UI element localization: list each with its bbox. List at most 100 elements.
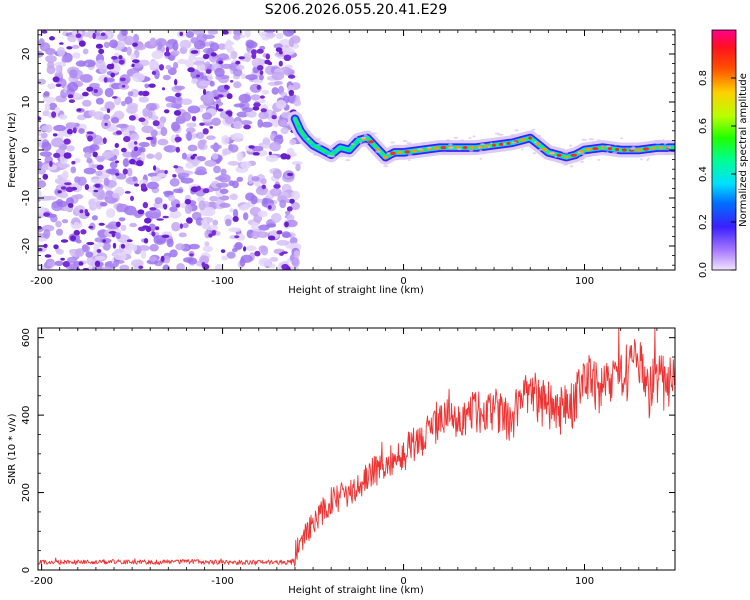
ridge-peak [469, 146, 475, 150]
x-tick-label: 0 [400, 276, 406, 287]
noise-blob [140, 250, 147, 259]
ridge-speck [448, 146, 455, 149]
noise-blob-strong [243, 124, 251, 130]
noise-blob-strong [159, 64, 164, 71]
noise-blob-strong [131, 63, 135, 68]
noise-blob [229, 62, 240, 71]
noise-blob-strong [121, 84, 126, 88]
ridge-peak [635, 148, 643, 152]
ridge-speck [620, 137, 623, 140]
noise-blob-strong [57, 190, 62, 194]
noise-blob-strong [211, 230, 216, 236]
noise-blob [209, 80, 215, 87]
noise-blob [186, 122, 197, 128]
noise-blob [74, 194, 84, 200]
noise-blob [123, 35, 135, 46]
noise-blob [187, 105, 201, 114]
y-tick-label: -10 [21, 190, 32, 206]
ridge-speck [350, 143, 355, 146]
noise-blob-strong [273, 184, 281, 189]
ridge-peak [564, 155, 569, 159]
ridge-speck [306, 137, 310, 140]
noise-blob [233, 34, 241, 40]
noise-blob-strong [213, 96, 219, 100]
noise-blob [57, 163, 70, 169]
noise-blob-strong [124, 191, 131, 194]
noise-blob-strong [84, 209, 89, 214]
noise-blob [137, 245, 150, 252]
noise-blob-strong [111, 56, 118, 60]
noise-blob-strong [138, 117, 146, 122]
noise-blob [140, 152, 146, 162]
noise-blob-strong [119, 77, 126, 82]
noise-blob [118, 217, 126, 222]
noise-blob [295, 163, 301, 172]
ridge-speck [606, 151, 609, 154]
noise-blob [145, 103, 157, 111]
ridge-speck [353, 136, 358, 138]
noise-blob-strong [256, 48, 264, 54]
noise-blob [169, 249, 178, 258]
noise-blob [258, 111, 269, 120]
noise-blob [103, 177, 110, 187]
snr-series-line [38, 328, 675, 567]
noise-blob [121, 100, 126, 107]
noise-blob-strong [114, 143, 120, 148]
ridge-speck [468, 137, 472, 140]
noise-blob-strong [172, 174, 177, 178]
noise-blob [46, 260, 57, 267]
noise-blob [186, 131, 193, 142]
noise-blob-strong [234, 235, 240, 239]
noise-blob-strong [123, 136, 131, 143]
noise-blob-strong [71, 186, 78, 191]
noise-blob [210, 144, 222, 150]
ridge-speck [663, 142, 666, 145]
noise-blob-strong [218, 60, 223, 65]
noise-blob [269, 256, 279, 262]
noise-blob [79, 74, 93, 83]
noise-blob [292, 257, 300, 268]
noise-blob [269, 141, 281, 152]
ridge-speck [393, 158, 400, 161]
noise-blob-strong [279, 252, 284, 256]
ridge-speck [345, 159, 351, 162]
noise-blob [198, 80, 210, 87]
noise-blob [171, 104, 183, 109]
noise-blob [104, 101, 115, 111]
ridge-peak [585, 147, 592, 152]
noise-blob [47, 83, 56, 90]
noise-blob-strong [202, 188, 210, 194]
ridge-speck [562, 163, 569, 166]
noise-blob-strong [73, 229, 81, 236]
colorbar-tick-label: 0.8 [698, 70, 709, 86]
noise-blob [192, 30, 205, 35]
noise-blob [250, 195, 258, 205]
noise-blob-strong [251, 53, 257, 59]
noise-blob [112, 192, 120, 199]
noise-blob [150, 115, 159, 121]
noise-blob-strong [287, 74, 296, 79]
noise-blob [273, 43, 284, 49]
noise-blob-strong [132, 59, 140, 64]
noise-blob-strong [110, 72, 115, 78]
noise-blob [130, 150, 138, 159]
noise-blob-strong [148, 83, 156, 88]
snr-y-label: SNR (10 * v/v) [7, 413, 18, 484]
noise-blob-strong [256, 65, 264, 71]
noise-blob [177, 172, 190, 178]
noise-blob [169, 178, 180, 187]
noise-blob-strong [84, 184, 90, 191]
noise-blob [265, 32, 276, 38]
noise-blob-strong [115, 160, 119, 164]
noise-blob-strong [222, 30, 229, 35]
ridge-speck [391, 158, 394, 160]
noise-blob [188, 54, 196, 61]
colorbar-tick-label: 0.0 [698, 262, 709, 278]
noise-blob-strong [67, 203, 74, 208]
noise-blob-strong [92, 32, 96, 40]
noise-blob-strong [256, 84, 261, 90]
noise-blob [120, 224, 127, 232]
noise-blob-strong [129, 158, 136, 165]
